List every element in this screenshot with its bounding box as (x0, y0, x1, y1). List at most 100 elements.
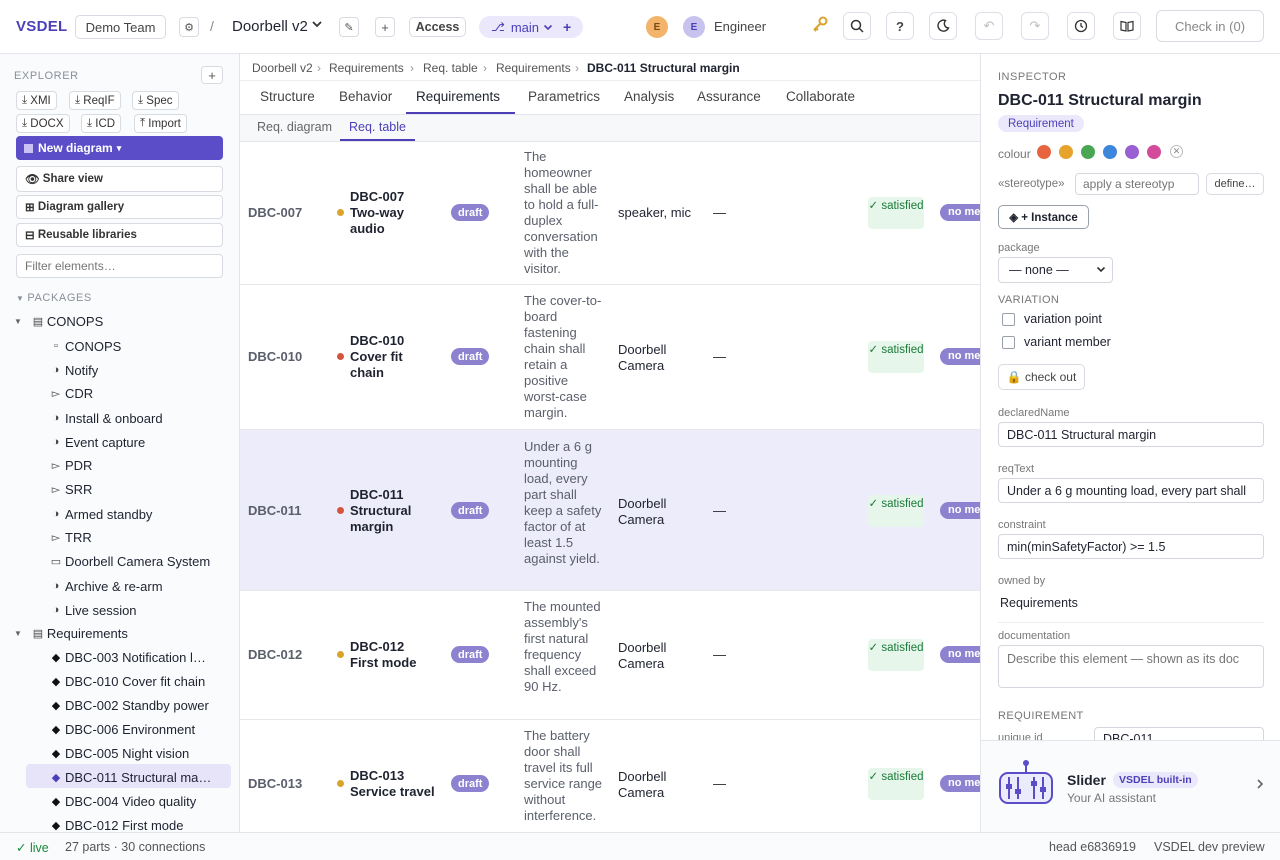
colour-swatch-pink[interactable] (1147, 145, 1161, 159)
constraint-input[interactable]: min(minSafetyFactor) >= 1.5 (998, 534, 1264, 559)
breadcrumb-item[interactable]: Requirements (329, 61, 404, 75)
tree-item[interactable]: ◆ DBC-005 Night vision (51, 745, 190, 761)
tree-item[interactable]: ◑ Event capture (50, 431, 146, 453)
export-docx-button[interactable]: ⤓ DOCX (16, 114, 70, 133)
clear-colour-icon[interactable]: ✕ (1170, 145, 1183, 158)
variant-member-checkbox[interactable] (1002, 336, 1015, 349)
tree-item[interactable]: ◆ DBC-012 First mode (51, 817, 184, 833)
define-stereotype-button[interactable]: define… (1206, 173, 1264, 195)
book-icon[interactable] (1113, 12, 1141, 40)
tree-item[interactable]: ▻ PDR (51, 457, 93, 473)
export-icd-button[interactable]: ⤓ ICD (81, 114, 122, 133)
new-diagram-button[interactable]: New diagram ▾ (16, 136, 223, 160)
owned-by-value[interactable]: Requirements (1000, 596, 1078, 610)
req-text-input[interactable]: Under a 6 g mounting load, every part sh… (998, 478, 1264, 503)
declared-name-input[interactable]: DBC-011 Structural margin (998, 422, 1264, 447)
subtab-req-table[interactable]: Req. table (349, 120, 406, 134)
tree-item[interactable]: ◑ Install & onboard (50, 407, 163, 429)
tree-item[interactable]: ▫ CONOPS (50, 335, 121, 357)
table-row[interactable]: DBC-007 DBC-007 Two-way audio draft The … (240, 142, 980, 285)
colour-swatch-blue[interactable] (1103, 145, 1117, 159)
table-row[interactable]: DBC-010 DBC-010 Cover fit chain draft Th… (240, 285, 980, 430)
tab-assurance[interactable]: Assurance (697, 89, 761, 104)
tree-item[interactable]: ▻ TRR (51, 529, 92, 545)
milestone-icon: ▻ (51, 531, 61, 544)
state-icon: ◑ (52, 412, 60, 424)
branch-add-icon[interactable]: + (563, 19, 572, 35)
tree-item-selected[interactable]: ◆ DBC-011 Structural ma… (51, 769, 212, 785)
colour-swatch-purple[interactable] (1125, 145, 1139, 159)
app-logo[interactable]: VSDEL (16, 18, 68, 35)
tree-item[interactable]: ◑ Armed standby (50, 503, 153, 525)
check-in-button[interactable]: Check in (0) (1156, 10, 1264, 42)
tree-item[interactable]: ◑ Notify (50, 359, 99, 381)
history-icon[interactable] (1067, 12, 1095, 40)
reusable-libraries-button[interactable]: ⊟ Reusable libraries (16, 223, 223, 247)
tree-item[interactable]: ◆ DBC-004 Video quality (51, 793, 197, 809)
tab-requirements[interactable]: Requirements (416, 89, 501, 104)
check-out-button[interactable]: 🔒 check out (998, 364, 1085, 390)
dark-mode-moon-icon[interactable] (929, 12, 957, 40)
colour-swatch-amber[interactable] (1059, 145, 1073, 159)
subtab-req-diagram[interactable]: Req. diagram (257, 120, 333, 134)
tree-item[interactable]: ▻ CDR (51, 385, 94, 401)
colour-swatch-orange-red[interactable] (1037, 145, 1051, 159)
tree-item[interactable]: ▭ Doorbell Camera System (50, 553, 211, 569)
table-row-selected[interactable]: DBC-011 DBC-011 Structural margin draft … (240, 430, 980, 591)
table-row[interactable]: DBC-012 DBC-012 First mode draft The mou… (240, 591, 980, 720)
tab-collaborate[interactable]: Collaborate (786, 89, 856, 104)
tree-item[interactable]: ◆ DBC-006 Environment (51, 721, 196, 737)
undo-icon[interactable]: ↶ (975, 12, 1003, 40)
export-reqif-button[interactable]: ⤓ ReqIF (69, 91, 121, 110)
package-select[interactable]: — none — (998, 257, 1113, 283)
branch-selector[interactable]: ⎇ main + (479, 16, 583, 38)
team-settings-icon[interactable]: ⚙ (179, 17, 199, 37)
satisfied-by: Doorbell Camera (618, 769, 667, 800)
tree-item[interactable]: ◑ Archive & re-arm (50, 575, 163, 597)
tab-analysis[interactable]: Analysis (624, 89, 675, 104)
breadcrumb-item[interactable]: Doorbell v2 (252, 61, 313, 75)
table-row[interactable]: DBC-013 DBC-013 Service travel draft The… (240, 720, 980, 832)
tree-item[interactable]: ◆ DBC-010 Cover fit chain (51, 673, 206, 689)
key-icon[interactable] (811, 15, 829, 36)
team-button[interactable]: Demo Team (75, 15, 166, 39)
documentation-textarea[interactable] (998, 645, 1264, 688)
diagram-gallery-button[interactable]: ⊞ Diagram gallery (16, 195, 223, 219)
req-text: The cover-to-board fastening chain shall… (524, 293, 602, 420)
avatar[interactable]: E (646, 16, 668, 38)
export-spec-button[interactable]: ⤓ Spec (132, 91, 179, 110)
share-view-button[interactable]: 👁 Share view (16, 166, 223, 192)
breadcrumb-item[interactable]: Req. table (423, 61, 478, 75)
redo-icon[interactable]: ↷ (1021, 12, 1049, 40)
project-chevron-down-icon[interactable] (311, 18, 323, 33)
project-name[interactable]: Doorbell v2 (232, 18, 308, 35)
import-button[interactable]: ⤒ Import (134, 114, 187, 133)
package-conops[interactable]: ▼ ▤ CONOPS (14, 313, 104, 329)
tree-item[interactable]: ◑ Live session (50, 599, 137, 621)
rename-pencil-icon[interactable]: ✎ (339, 17, 359, 37)
search-icon[interactable] (843, 12, 871, 40)
user-avatar[interactable]: E (683, 16, 705, 38)
tab-structure[interactable]: Structure (260, 89, 315, 104)
tab-parametrics[interactable]: Parametrics (528, 89, 601, 104)
breadcrumb-item[interactable]: Requirements (496, 61, 571, 75)
assistant-card[interactable]: Slider VSDEL built-in Your AI assistant (981, 740, 1280, 832)
filter-elements-input[interactable] (16, 254, 223, 278)
add-instance-button[interactable]: ◈ + Instance (998, 205, 1089, 229)
add-plus-icon[interactable]: + (375, 17, 395, 37)
help-icon[interactable]: ? (886, 12, 914, 40)
stereotype-input[interactable] (1075, 173, 1199, 195)
chevron-right-icon[interactable] (1255, 778, 1265, 793)
branch-icon: ⎇ (491, 20, 505, 34)
tree-item[interactable]: ◆ DBC-002 Standby power (51, 697, 209, 713)
export-xmi-button[interactable]: ⤓ XMI (16, 91, 57, 110)
tab-behavior[interactable]: Behavior (339, 89, 393, 104)
access-button[interactable]: Access (409, 17, 466, 37)
variation-point-checkbox[interactable] (1002, 313, 1015, 326)
satisfied-badge: ✓ satisfied (868, 495, 924, 527)
tree-item[interactable]: ▻ SRR (51, 481, 93, 497)
package-requirements[interactable]: ▼ ▤ Requirements (14, 625, 128, 641)
tree-item[interactable]: ◆ DBC-003 Notification l… (51, 649, 206, 665)
colour-swatch-green[interactable] (1081, 145, 1095, 159)
explorer-add-icon[interactable]: + (201, 66, 223, 84)
